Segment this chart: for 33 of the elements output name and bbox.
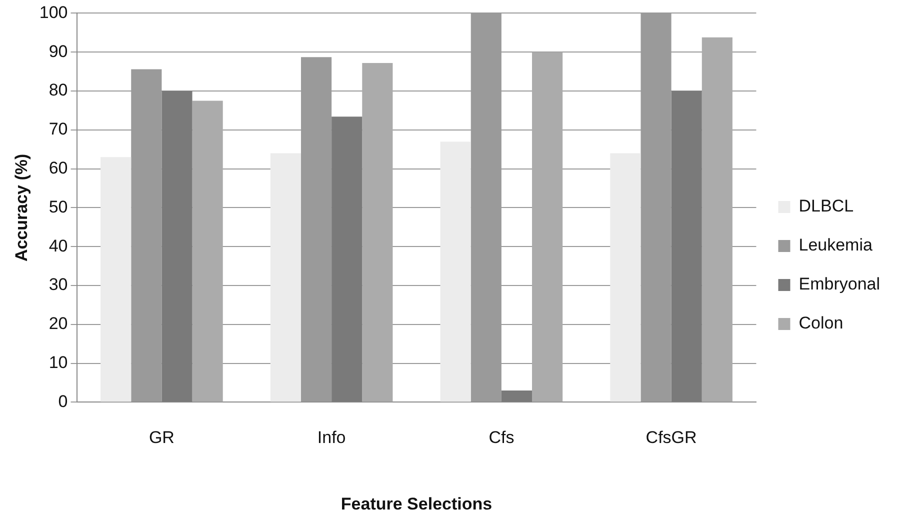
bar (440, 142, 471, 402)
legend-label: Embryonal (798, 274, 880, 294)
x-axis-title: Feature Selections (340, 494, 492, 514)
legend-label: DLBCL (798, 196, 854, 216)
y-tick-label: 0 (58, 392, 68, 411)
bar (702, 37, 732, 402)
x-tick-label: CfsGR (646, 428, 697, 448)
bar (671, 91, 702, 402)
y-tick-label: 20 (48, 314, 68, 334)
bar (362, 62, 393, 402)
bar (332, 116, 362, 402)
y-tick-label: 60 (48, 158, 68, 178)
y-tick-label: 10 (48, 352, 68, 372)
y-tick-label: 70 (48, 120, 68, 139)
y-tick-label: 40 (48, 236, 68, 256)
bar (100, 157, 132, 402)
legend-label: Colon (798, 314, 844, 333)
y-axis-title: Accuracy (%) (12, 154, 31, 262)
y-tick-label: 50 (48, 197, 68, 216)
bar (532, 52, 563, 402)
x-tick-label: Cfs (488, 428, 514, 448)
y-tick-label: 100 (39, 2, 68, 22)
y-tick-label: 80 (48, 80, 68, 100)
y-tick-label: 30 (48, 275, 68, 294)
bar (610, 153, 641, 402)
x-tick-label: Info (317, 428, 346, 448)
bar (270, 153, 301, 402)
y-tick-label: 90 (48, 42, 68, 61)
bar (501, 390, 532, 402)
legend-label: Leukemia (798, 236, 873, 255)
bar (192, 100, 223, 402)
x-tick-label: GR (148, 428, 174, 448)
bar (162, 91, 192, 402)
